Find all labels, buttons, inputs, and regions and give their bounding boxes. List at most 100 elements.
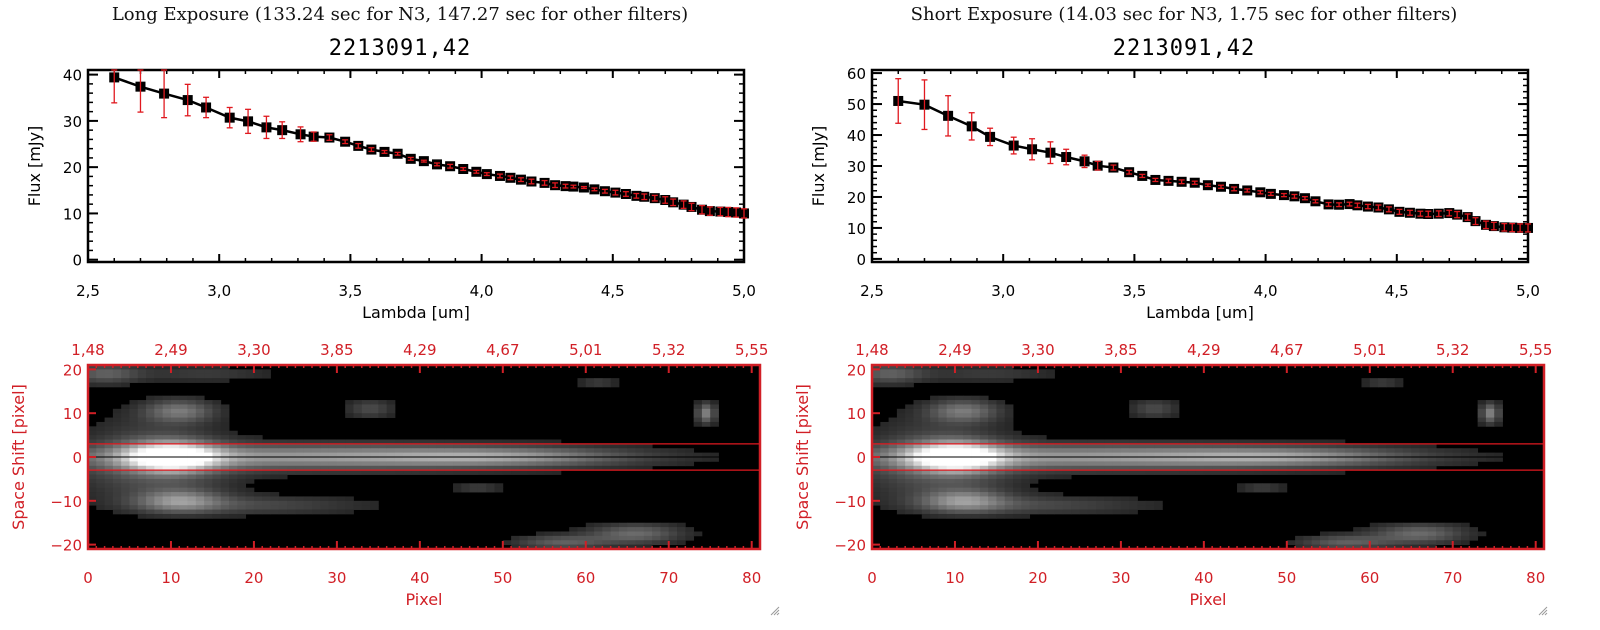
image-pixel: [187, 439, 197, 445]
image-pixel: [1170, 443, 1180, 449]
image-pixel: [618, 531, 628, 537]
image-pixel: [1427, 531, 1437, 537]
resize-grip-icon[interactable]: [1538, 606, 1548, 616]
image-pixel: [1112, 496, 1122, 502]
image-pixel: [195, 421, 205, 427]
image-pixel: [560, 443, 570, 449]
spectrum-image: 0 10 20 30 40 50 60 70 801,48 2,49 3,30 3,85 4,29 4,6…: [793, 341, 1552, 609]
image-pixel: [652, 540, 661, 546]
image-pixel: [154, 470, 164, 475]
image-pixel: [1203, 448, 1213, 454]
image-pixel: [146, 505, 155, 510]
image-pixel: [1394, 465, 1404, 471]
error-bar: [1029, 138, 1036, 161]
image-pixel: [229, 452, 238, 458]
image-pixel: [1320, 465, 1329, 471]
image-pixel: [896, 439, 906, 445]
image-pixel: [1419, 452, 1429, 458]
image-pixel: [905, 452, 914, 458]
image-pixel: [988, 426, 997, 432]
image-pixel: [278, 461, 288, 467]
image-pixel: [1311, 461, 1321, 467]
image-pixel: [1436, 527, 1445, 532]
image-pixel: [154, 421, 164, 427]
error-bar: [1501, 222, 1508, 232]
image-pixel: [96, 457, 105, 462]
image-pixel: [477, 457, 487, 462]
error-bar: [1425, 210, 1432, 218]
image-pixel: [585, 457, 595, 462]
image-pixel: [212, 426, 222, 432]
image-pixel: [1485, 457, 1495, 462]
image-pixel: [353, 500, 363, 506]
image-pixel: [270, 474, 280, 480]
image-pixel: [1270, 439, 1279, 445]
image-pixel: [295, 470, 305, 475]
image-pixel: [635, 527, 645, 532]
image-pixel: [979, 421, 989, 427]
image-pixel: [1286, 448, 1296, 454]
image-pixel: [104, 435, 114, 440]
image-pixel: [618, 544, 628, 550]
image-pixel: [1378, 378, 1387, 383]
image-pixel: [121, 430, 130, 436]
image-pixel: [1212, 461, 1221, 467]
image-pixel: [444, 470, 454, 475]
image-pixel: [677, 531, 686, 537]
image-pixel: [905, 426, 914, 432]
resize-grip-icon[interactable]: [770, 606, 780, 616]
image-pixel: [1494, 452, 1503, 458]
image-pixel: [361, 400, 371, 405]
image-pixel: [913, 448, 923, 454]
image-pixel: [403, 448, 412, 454]
image-pixel: [220, 474, 230, 480]
image-pixel: [104, 470, 114, 475]
image-pixel: [179, 373, 188, 379]
image-pixel: [1261, 465, 1271, 471]
image-pixel: [1278, 448, 1288, 454]
image-pixel: [1004, 369, 1014, 375]
image-pixel: [930, 404, 939, 410]
image-pixel: [1021, 500, 1031, 506]
image-pixel: [278, 452, 288, 458]
image-pixel: [921, 492, 931, 497]
image-pixel: [170, 408, 180, 414]
image-pixel: [237, 457, 247, 462]
y-axis-title: Space Shift [pixel]: [9, 384, 28, 530]
y-tick-label: 10: [63, 205, 82, 223]
image-pixel: [88, 487, 97, 493]
image-pixel: [988, 400, 997, 405]
image-pixel: [1320, 461, 1329, 467]
image-pixel: [1079, 470, 1089, 475]
image-pixel: [212, 492, 222, 497]
error-bar: [1204, 183, 1211, 188]
image-pixel: [1469, 531, 1479, 537]
image-pixel: [880, 448, 889, 454]
image-pixel: [502, 470, 512, 475]
image-pixel: [635, 461, 645, 467]
image-pixel: [577, 535, 587, 541]
image-pixel: [444, 465, 454, 471]
image-pixel: [1062, 500, 1072, 506]
image-pixel: [1037, 373, 1047, 379]
image-pixel: [1021, 457, 1031, 462]
image-pixel: [1021, 492, 1031, 497]
image-pixel: [121, 443, 130, 449]
image-pixel: [569, 465, 578, 471]
image-pixel: [618, 465, 628, 471]
image-pixel: [1212, 465, 1221, 471]
image-pixel: [220, 369, 230, 375]
image-pixel: [1054, 448, 1064, 454]
error-bar: [161, 69, 168, 119]
image-pixel: [594, 382, 603, 388]
image-pixel: [1344, 540, 1354, 546]
image-pixel: [971, 404, 981, 410]
image-pixel: [1187, 470, 1196, 475]
image-pixel: [262, 509, 271, 515]
image-pixel: [328, 505, 338, 510]
image-pixel: [1054, 505, 1064, 510]
image-pixel: [1046, 452, 1055, 458]
image-pixel: [278, 500, 288, 506]
x-tick-label: 2,5: [76, 282, 100, 300]
image-pixel: [320, 509, 329, 515]
